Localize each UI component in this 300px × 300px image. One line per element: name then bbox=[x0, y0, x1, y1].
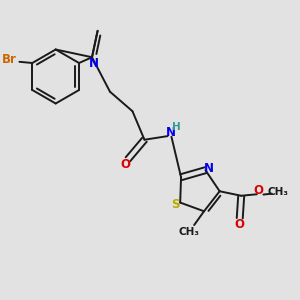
Text: H: H bbox=[172, 122, 181, 132]
Text: N: N bbox=[203, 162, 214, 175]
Text: Br: Br bbox=[2, 53, 17, 66]
Text: CH₃: CH₃ bbox=[268, 187, 289, 197]
Text: N: N bbox=[166, 126, 176, 139]
Text: S: S bbox=[171, 198, 180, 211]
Text: O: O bbox=[254, 184, 264, 196]
Text: CH₃: CH₃ bbox=[178, 227, 200, 237]
Text: O: O bbox=[121, 158, 130, 171]
Text: N: N bbox=[88, 57, 98, 70]
Text: O: O bbox=[235, 218, 245, 231]
